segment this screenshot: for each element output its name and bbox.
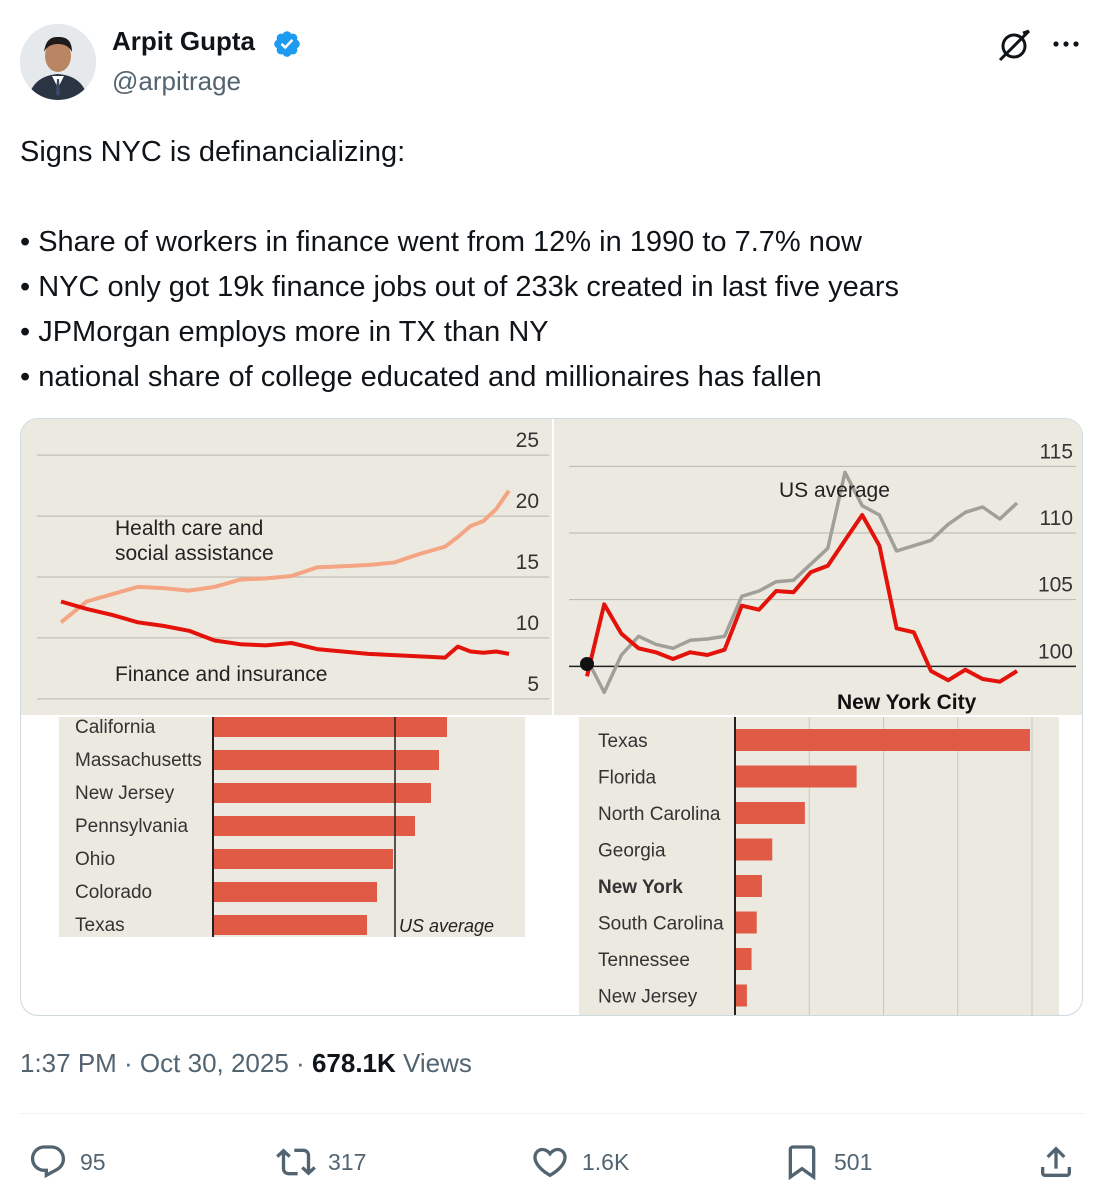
bar [735,948,752,970]
bookmark-count: 501 [834,1148,873,1175]
chart-panel-background [554,419,1082,715]
bar [213,783,431,803]
tweet-text: Signs NYC is definancializing: • Share o… [20,130,1084,400]
reply-button[interactable]: 95 [28,1140,106,1184]
bar-category-label: Tennessee [598,950,690,971]
series-label: US average [779,479,890,502]
views-label: Views [403,1048,472,1078]
tweet-blank-line [20,175,1084,220]
grok-icon[interactable] [996,26,1034,64]
avatar[interactable] [20,24,96,100]
y-tick-label: 10 [516,612,539,635]
chart-jpmorgan-states-bar: Texas Florida North Carolina Georgia New Yor… [598,717,1033,1015]
like-button[interactable]: 1.6K [530,1140,629,1184]
more-options-icon[interactable] [1050,30,1082,58]
repost-icon [276,1148,316,1176]
bar-category-label: Florida [598,768,657,789]
bar-category-label: New Jersey [598,987,698,1008]
bar [213,750,439,770]
heart-icon [533,1147,567,1178]
bar-category-label: Texas [75,915,125,936]
series-label: New York City [837,691,977,714]
bar [213,849,393,869]
series-label: Finance and insurance [115,663,327,686]
bar-category-label: Georgia [598,841,666,862]
divider [20,1113,1084,1114]
bar [213,915,367,935]
y-tick-label: 15 [516,551,539,574]
bar [213,882,377,902]
chart-panel-background [579,717,1059,1015]
bar-category-label: Massachusetts [75,750,202,771]
bar-category-label: New Jersey [75,783,175,804]
share-button[interactable] [1036,1140,1076,1184]
tweet-media[interactable]: 5 10 15 20 25 Health care and social assistanc… [20,418,1083,1016]
y-tick-label: 110 [1040,507,1073,530]
repost-button[interactable]: 317 [276,1140,366,1184]
bar [735,802,805,824]
bar-category-label: North Carolina [598,804,721,825]
series-line [59,489,511,624]
views-count: 678.1K [311,1048,396,1078]
bar-category-label: California [75,717,156,738]
series-line [585,513,1019,684]
index-base-marker [580,657,594,671]
bar-category-label: Ohio [75,849,115,870]
tweet-line: • national share of college educated and… [20,361,822,393]
series-label: social assistance [115,542,274,565]
author-name[interactable]: Arpit Gupta [112,26,255,56]
chart-states-bar: California Massachusetts New Jersey Pennsyl… [75,717,494,937]
reference-line-label: US average [399,916,494,936]
bar [735,838,773,861]
series-label: Health care and [115,517,263,540]
y-tick-label: 5 [527,673,539,696]
bar-category-label: Pennsylvania [75,816,188,837]
y-tick-label: 25 [516,429,539,452]
bar [735,984,747,1007]
series-line [60,599,510,660]
bar [735,911,757,934]
bookmark-button[interactable]: 501 [782,1140,872,1184]
bar [213,717,447,737]
repost-count: 317 [328,1148,367,1175]
bar-category-label: Texas [598,731,648,752]
bar-category-label: Colorado [75,882,152,903]
tweet-line: • Share of workers in finance went from … [20,226,862,258]
bar [213,816,415,836]
bar [735,765,857,788]
bar-category-label: South Carolina [598,914,724,935]
bar [735,729,1030,751]
bar-category-label: New York [598,877,683,898]
reply-icon [30,1145,66,1179]
tweet-line: • JPMorgan employs more in TX than NY [20,316,549,348]
bar [735,875,762,897]
series-line [585,470,1019,695]
like-count: 1.6K [582,1148,630,1175]
chart-nyc-vs-us-index: 100 105 110 115 US average New York City [569,440,1076,714]
chart-panel-background [21,419,552,715]
author-handle[interactable]: @arpitrage [112,66,242,96]
y-tick-label: 100 [1038,640,1073,663]
y-tick-label: 115 [1040,440,1073,463]
y-tick-label: 20 [516,490,539,513]
tweet-line: • NYC only got 19k finance jobs out of 2… [20,271,900,303]
reply-count: 95 [80,1148,106,1175]
bookmark-icon [788,1145,816,1181]
share-icon [1041,1146,1071,1177]
y-tick-label: 105 [1038,574,1073,597]
tweet-meta: 1:37 PM · Oct 30, 2025 · 678.1K Views [20,1048,472,1079]
verified-badge-icon [274,31,300,57]
tweet-timestamp[interactable]: 1:37 PM · Oct 30, 2025 · [20,1048,305,1078]
tweet-line: Signs NYC is definancializing: [20,136,406,168]
